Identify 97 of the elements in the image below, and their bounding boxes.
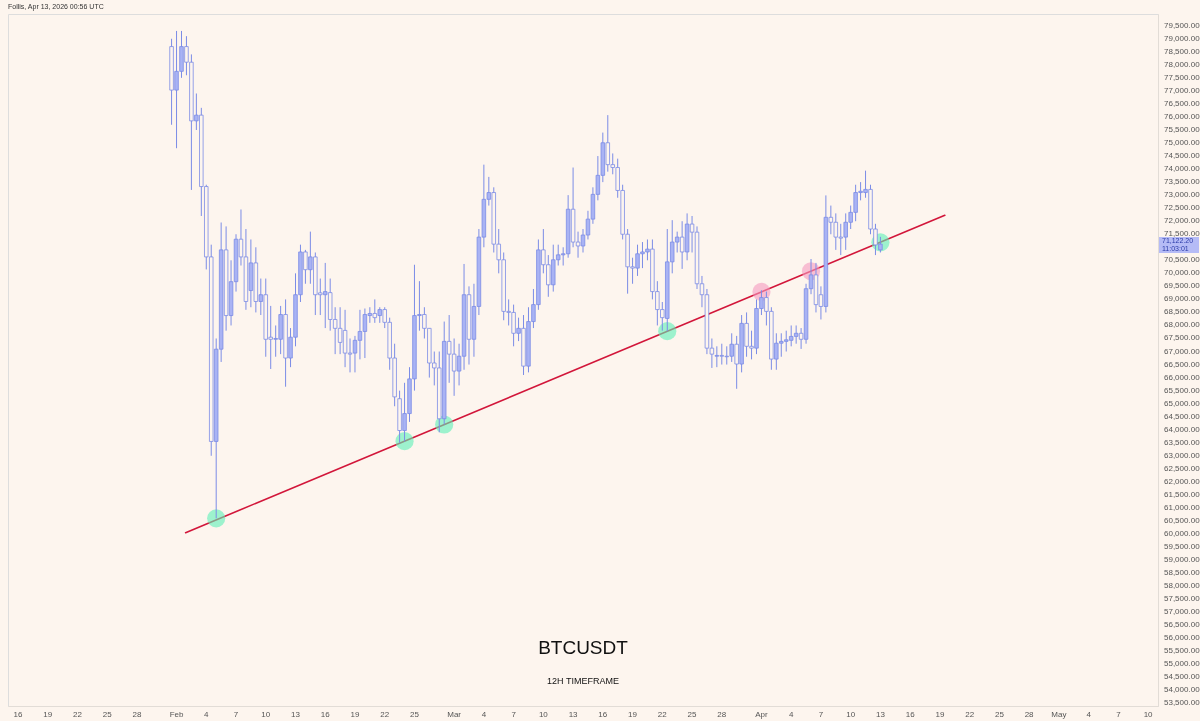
y-tick-label: 77,500.00 [1164, 72, 1200, 82]
text: 12H TIMEFRAME [547, 676, 619, 686]
y-tick-label: 69,500.00 [1164, 281, 1200, 291]
y-tick-label: 65,500.00 [1164, 385, 1200, 395]
x-tick-label: 19 [935, 710, 945, 719]
y-tick-label: 76,500.00 [1164, 98, 1200, 108]
y-tick-label: 55,500.00 [1164, 646, 1200, 656]
y-tick-label: 56,500.00 [1164, 620, 1200, 630]
x-tick-label: 22 [380, 710, 390, 719]
y-tick-label: 72,500.00 [1164, 203, 1200, 213]
y-tick-label: 57,500.00 [1164, 594, 1200, 604]
y-tick-label: 59,500.00 [1164, 542, 1200, 552]
x-tick-label: 16 [598, 710, 608, 719]
x-tick-label: 7 [233, 710, 239, 719]
x-tick-label: 4 [1086, 710, 1092, 719]
y-tick-label: 70,000.00 [1164, 268, 1200, 278]
point [658, 322, 677, 341]
x-tick-label: 28 [132, 710, 142, 719]
y-tick-label: 67,500.00 [1164, 333, 1200, 343]
y-tick-label: 70,500.00 [1164, 255, 1200, 265]
x-tick-label: 25 [410, 710, 420, 719]
candlestick [352, 335, 358, 373]
y-tick-label: 58,000.00 [1164, 581, 1200, 591]
x-tick-label: 7 [1116, 710, 1122, 719]
y-tick-label: 60,500.00 [1164, 515, 1200, 525]
y-tick-label: 56,000.00 [1164, 633, 1200, 643]
y-tick-label: 53,500.00 [1164, 698, 1200, 708]
x-tick-label: 13 [291, 710, 301, 719]
y-tick-label: 62,500.00 [1164, 463, 1200, 473]
y-tick-label: 59,000.00 [1164, 555, 1200, 565]
x-tick-label: 4 [481, 710, 487, 719]
x-tick-label: 22 [657, 710, 668, 719]
x-tick-label: 16 [905, 710, 916, 719]
y-tick-label: 68,500.00 [1164, 307, 1200, 317]
x-tick-label: 10 [1143, 710, 1154, 719]
y-tick-label: 66,500.00 [1164, 359, 1200, 369]
x-tick-label: 13 [568, 710, 579, 719]
x-tick-label: 25 [994, 710, 1005, 719]
y-tick-label: 69,000.00 [1164, 294, 1200, 304]
y-tick-label: 54,500.00 [1164, 672, 1200, 682]
y-tick-label: 64,000.00 [1164, 424, 1200, 434]
x-tick-label: 22 [965, 710, 975, 719]
x-tick-label: Mar [447, 710, 462, 719]
y-tick-label: 62,000.00 [1164, 476, 1200, 486]
y-tick-label: 60,000.00 [1164, 528, 1200, 538]
point [395, 432, 414, 451]
y-tick-label: 77,000.00 [1164, 85, 1200, 95]
text: BTCUSDT [538, 637, 629, 658]
x-tick-label: 25 [687, 710, 698, 719]
x-tick-label: 19 [350, 710, 360, 719]
x-tick-label: May [1051, 710, 1067, 719]
y-tick-label: 66,000.00 [1164, 372, 1200, 382]
point [207, 509, 226, 528]
x-tick-label: 13 [875, 710, 886, 719]
x-tick-label: 10 [261, 710, 271, 719]
y-tick-label: 75,500.00 [1164, 124, 1200, 134]
y-tick-label: 64,500.00 [1164, 411, 1200, 421]
y-tick-label: 79,000.00 [1164, 33, 1200, 43]
x-tick-label: Apr [755, 710, 769, 719]
y-tick-label: 73,500.00 [1164, 177, 1200, 187]
x-tick-label: 10 [846, 710, 856, 719]
y-tick-label: 65,000.00 [1164, 398, 1200, 408]
y-tick-label: 74,500.00 [1164, 151, 1200, 161]
x-tick-label: 7 [511, 710, 517, 719]
x-tick-label: 19 [43, 710, 53, 719]
x-tick-label: 16 [13, 710, 23, 719]
x-tick-label: 25 [102, 710, 113, 719]
y-tick-label: 63,000.00 [1164, 450, 1200, 460]
y-tick-label: 71,500.00 [1164, 229, 1200, 239]
y-tick-label: 74,000.00 [1164, 164, 1200, 174]
y-tick-label: 72,000.00 [1164, 216, 1200, 226]
y-tick-label: 54,000.00 [1164, 685, 1200, 695]
y-tick-label: 61,000.00 [1164, 502, 1200, 512]
x-tick-label: 4 [788, 710, 794, 719]
x-tick-label: 10 [538, 710, 549, 719]
x-tick-label: Feb [169, 710, 184, 719]
x-tick-label: 28 [717, 710, 727, 719]
y-tick-label: 73,000.00 [1164, 190, 1200, 200]
y-tick-label: 79,500.00 [1164, 20, 1200, 30]
x-tick-label: 19 [628, 710, 638, 719]
y-tick-label: 78,000.00 [1164, 59, 1200, 69]
y-tick-label: 68,000.00 [1164, 320, 1200, 330]
x-tick-label: 28 [1024, 710, 1035, 719]
x-tick-label: 16 [320, 710, 331, 719]
y-tick-label: 67,000.00 [1164, 346, 1200, 356]
y-tick-label: 78,500.00 [1164, 46, 1200, 56]
candlestick [342, 309, 348, 368]
y-tick-label: 57,000.00 [1164, 607, 1200, 617]
x-tick-label: 7 [818, 710, 824, 719]
y-tick-label: 55,000.00 [1164, 659, 1200, 669]
y-tick-label: 75,000.00 [1164, 138, 1200, 148]
y-tick-label: 58,500.00 [1164, 568, 1200, 578]
y-tick-label: 61,500.00 [1164, 489, 1200, 499]
y-tick-label: 63,500.00 [1164, 437, 1200, 447]
y-tick-label: 76,000.00 [1164, 111, 1200, 121]
x-tick-label: 4 [204, 710, 210, 719]
x-tick-label: 22 [72, 710, 83, 719]
